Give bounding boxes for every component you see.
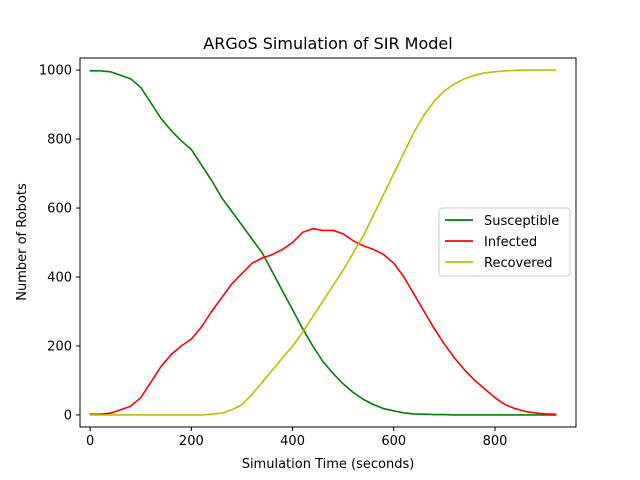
x-tick-label: 200 [179,434,204,449]
series-line-susceptible [89,70,557,416]
series-lines [89,69,557,416]
y-tick-label: 800 [47,133,72,148]
legend-item: Infected [445,235,537,250]
y-axis-title: Number of Robots [15,183,30,301]
legend-label: Susceptible [484,214,559,229]
series-line-infected [89,227,557,416]
y-tick-label: 600 [47,202,72,217]
series-line-recovered [89,69,557,416]
x-tick-label: 400 [280,434,305,449]
legend-item: Recovered [445,256,553,271]
plot-area: 0 200 400 600 800 0 200 400 600 800 1000 [39,57,577,449]
axes-frame [79,57,577,428]
x-tick-label: 600 [381,434,406,449]
y-tick-label: 400 [47,270,72,285]
y-tick-label: 200 [47,339,72,354]
legend: Susceptible Infected Recovered [438,207,571,277]
y-tick-label: 1000 [39,64,72,79]
legend-box [438,207,571,277]
legend-label: Infected [484,235,537,250]
legend-item: Susceptible [445,214,559,229]
chart-title: ARGoS Simulation of SIR Model [203,34,452,53]
y-tick-label: 0 [64,408,72,423]
legend-label: Recovered [484,256,553,271]
x-axis-title: Simulation Time (seconds) [242,457,415,472]
x-tick-label: 0 [86,434,94,449]
x-tick-label: 800 [483,434,508,449]
